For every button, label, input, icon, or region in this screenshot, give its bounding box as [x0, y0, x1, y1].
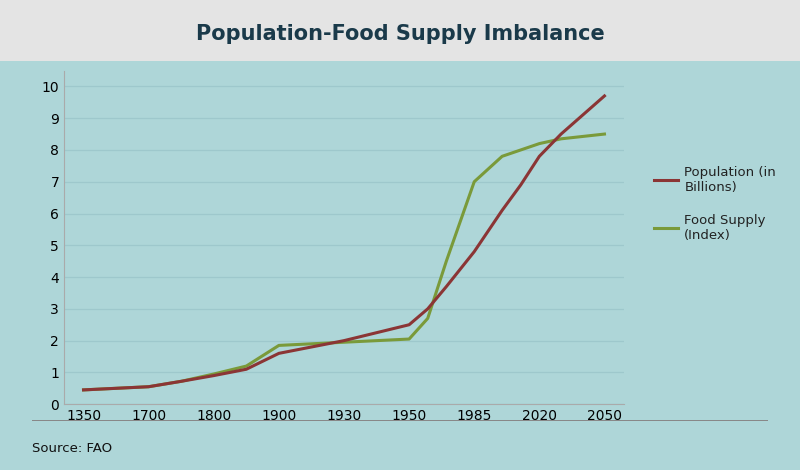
Text: Source: FAO: Source: FAO	[32, 442, 112, 455]
Text: Population-Food Supply Imbalance: Population-Food Supply Imbalance	[196, 24, 604, 44]
Legend: Population (in
Billions), Food Supply
(Index): Population (in Billions), Food Supply (I…	[647, 159, 782, 249]
